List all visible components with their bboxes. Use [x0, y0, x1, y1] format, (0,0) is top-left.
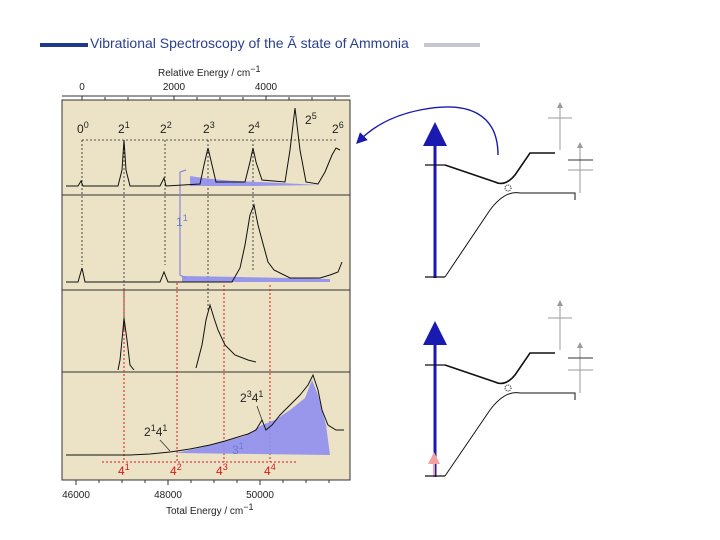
pointer-arrow: [356, 106, 499, 156]
red-label-4-4: 44: [264, 462, 276, 478]
red-label-4-2: 42: [170, 462, 182, 478]
bottom-tick-label: 46000: [62, 490, 90, 501]
top-axis-title: Relative Energy / cm−1: [158, 64, 261, 79]
peak-label-2-3: 23: [203, 120, 215, 136]
top-axis-title-text: Relative Energy / cm: [158, 68, 250, 79]
spectrum-trace-2: [66, 203, 343, 283]
red-labels: 41 42 43 44: [118, 462, 276, 478]
top-axis: 0 2000 4000 Relative Energy / cm−1: [62, 64, 350, 100]
slide-title-row: Vibrational Spectroscopy of the Ã state …: [40, 34, 480, 56]
top-tick-label: 4000: [255, 82, 278, 93]
bottom-axis-unit-sup: −1: [243, 502, 253, 512]
potential-lower-curve-a: [444, 352, 555, 385]
leader-2-3-4-1: [256, 405, 263, 421]
peak-label-2-4: 24: [248, 120, 260, 136]
label-2-1-4-1: 2141: [144, 423, 167, 439]
energy-diagram-upper: [423, 102, 593, 278]
peak-label-2-1: 21: [118, 120, 130, 136]
peak-label-2-6: 26: [332, 120, 344, 136]
potential-upper-curve-a: [444, 152, 555, 185]
peak-labels-top: 00 21 22 23 24 25 26: [77, 111, 344, 136]
bottom-axis-title: Total Energy / cm−1: [166, 502, 254, 517]
shade-panel-2: [182, 276, 330, 282]
gray-ladder-lower: [548, 300, 593, 393]
gray-ladder-upper: [548, 102, 593, 193]
spectrum-trace-1: [66, 107, 341, 187]
leader-2-1-4-1: [159, 439, 171, 452]
slide-title: Vibrational Spectroscopy of the Ã state …: [90, 35, 409, 51]
peak-label-2-2: 22: [160, 120, 172, 136]
spectrum-trace-4: [66, 373, 344, 456]
spectrum-trace-3: [117, 303, 257, 371]
top-axis-unit-sup: −1: [250, 64, 260, 74]
peak-label-2-5: 25: [305, 111, 317, 127]
crossing-point-lower: [504, 384, 512, 392]
energy-diagram-lower: [423, 300, 593, 477]
red-label-4-3: 43: [216, 462, 228, 478]
shade-panel-4: [175, 380, 330, 455]
peak-label-0-0: 00: [77, 120, 89, 136]
top-tick-label: 0: [79, 82, 85, 93]
bottom-tick-label: 50000: [246, 490, 274, 501]
title-accent-bar-right: [424, 43, 480, 47]
bottom-axis: 46000 48000 50000 Total Energy / cm−1: [62, 480, 330, 517]
label-3-1: 31: [232, 441, 244, 457]
top-tick-label: 2000: [163, 82, 186, 93]
red-label-4-1: 41: [118, 462, 130, 478]
title-accent-bar-left: [40, 43, 88, 47]
bottom-axis-title-text: Total Energy / cm: [166, 506, 243, 517]
shaded-regions: [175, 176, 330, 455]
bottom-tick-label: 48000: [154, 490, 182, 501]
shade-panel-1: [190, 176, 320, 186]
potential-lower-curve-b: [444, 392, 576, 477]
label-2-3-4-1: 2341: [240, 389, 263, 405]
bracket-1-1: [179, 169, 187, 279]
potential-upper-curve-b: [444, 192, 576, 278]
crossing-point-upper: [504, 184, 512, 192]
spectrum-traces: [66, 107, 344, 456]
label-1-1: 11: [176, 213, 188, 229]
